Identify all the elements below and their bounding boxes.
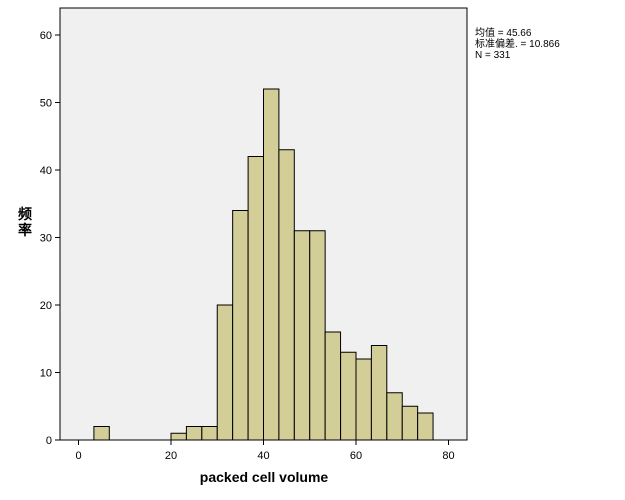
y-tick-label: 60 — [40, 30, 52, 42]
histogram-bar-1 — [170, 432, 187, 441]
bars-group — [93, 88, 434, 441]
y-axis-label-char-2: 率 — [18, 222, 32, 239]
x-ticks-group: 0 20 40 60 80 — [75, 440, 455, 462]
histogram-bar-6 — [247, 156, 265, 441]
histogram-bar-0 — [93, 426, 110, 441]
histogram-bar-14 — [370, 345, 388, 441]
histogram-bar-15 — [386, 392, 403, 441]
y-tick-label: 20 — [40, 300, 52, 312]
y-axis-label-group: 频 率 — [18, 206, 32, 239]
histogram-bar-9 — [293, 230, 311, 441]
histogram-bar-2 — [185, 426, 203, 441]
x-tick-label: 0 — [75, 450, 81, 462]
stats-n: N = 331 — [475, 50, 511, 61]
histogram-bar-17 — [417, 412, 434, 441]
x-tick-label: 80 — [442, 450, 454, 462]
y-axis-label-char-1: 频 — [18, 206, 32, 223]
x-tick-label: 40 — [257, 450, 269, 462]
x-tick-label: 20 — [165, 450, 177, 462]
histogram-bar-11 — [324, 331, 342, 441]
x-tick-label: 60 — [350, 450, 362, 462]
histogram-bar-7 — [263, 88, 280, 441]
y-tick-label: 50 — [40, 98, 52, 110]
y-tick-label: 30 — [40, 233, 52, 245]
stats-mean: 均值 = 45.66 — [475, 26, 532, 39]
histogram-bar-16 — [401, 405, 419, 441]
x-axis-label: packed cell volume — [200, 469, 329, 485]
histogram-bar-10 — [309, 230, 326, 441]
histogram-bar-4 — [216, 304, 234, 441]
histogram-bar-3 — [201, 426, 218, 441]
histogram-bar-13 — [355, 358, 372, 441]
y-tick-label: 10 — [40, 368, 52, 380]
histogram-bar-8 — [278, 149, 295, 441]
histogram-bar-12 — [340, 351, 357, 441]
y-tick-label: 40 — [40, 165, 52, 177]
stats-sd: 标准偏差. = 10.866 — [475, 37, 560, 50]
y-ticks-group: 0 10 20 30 40 50 60 — [40, 30, 60, 447]
histogram-bar-5 — [232, 210, 249, 441]
y-tick-label: 0 — [46, 435, 52, 447]
